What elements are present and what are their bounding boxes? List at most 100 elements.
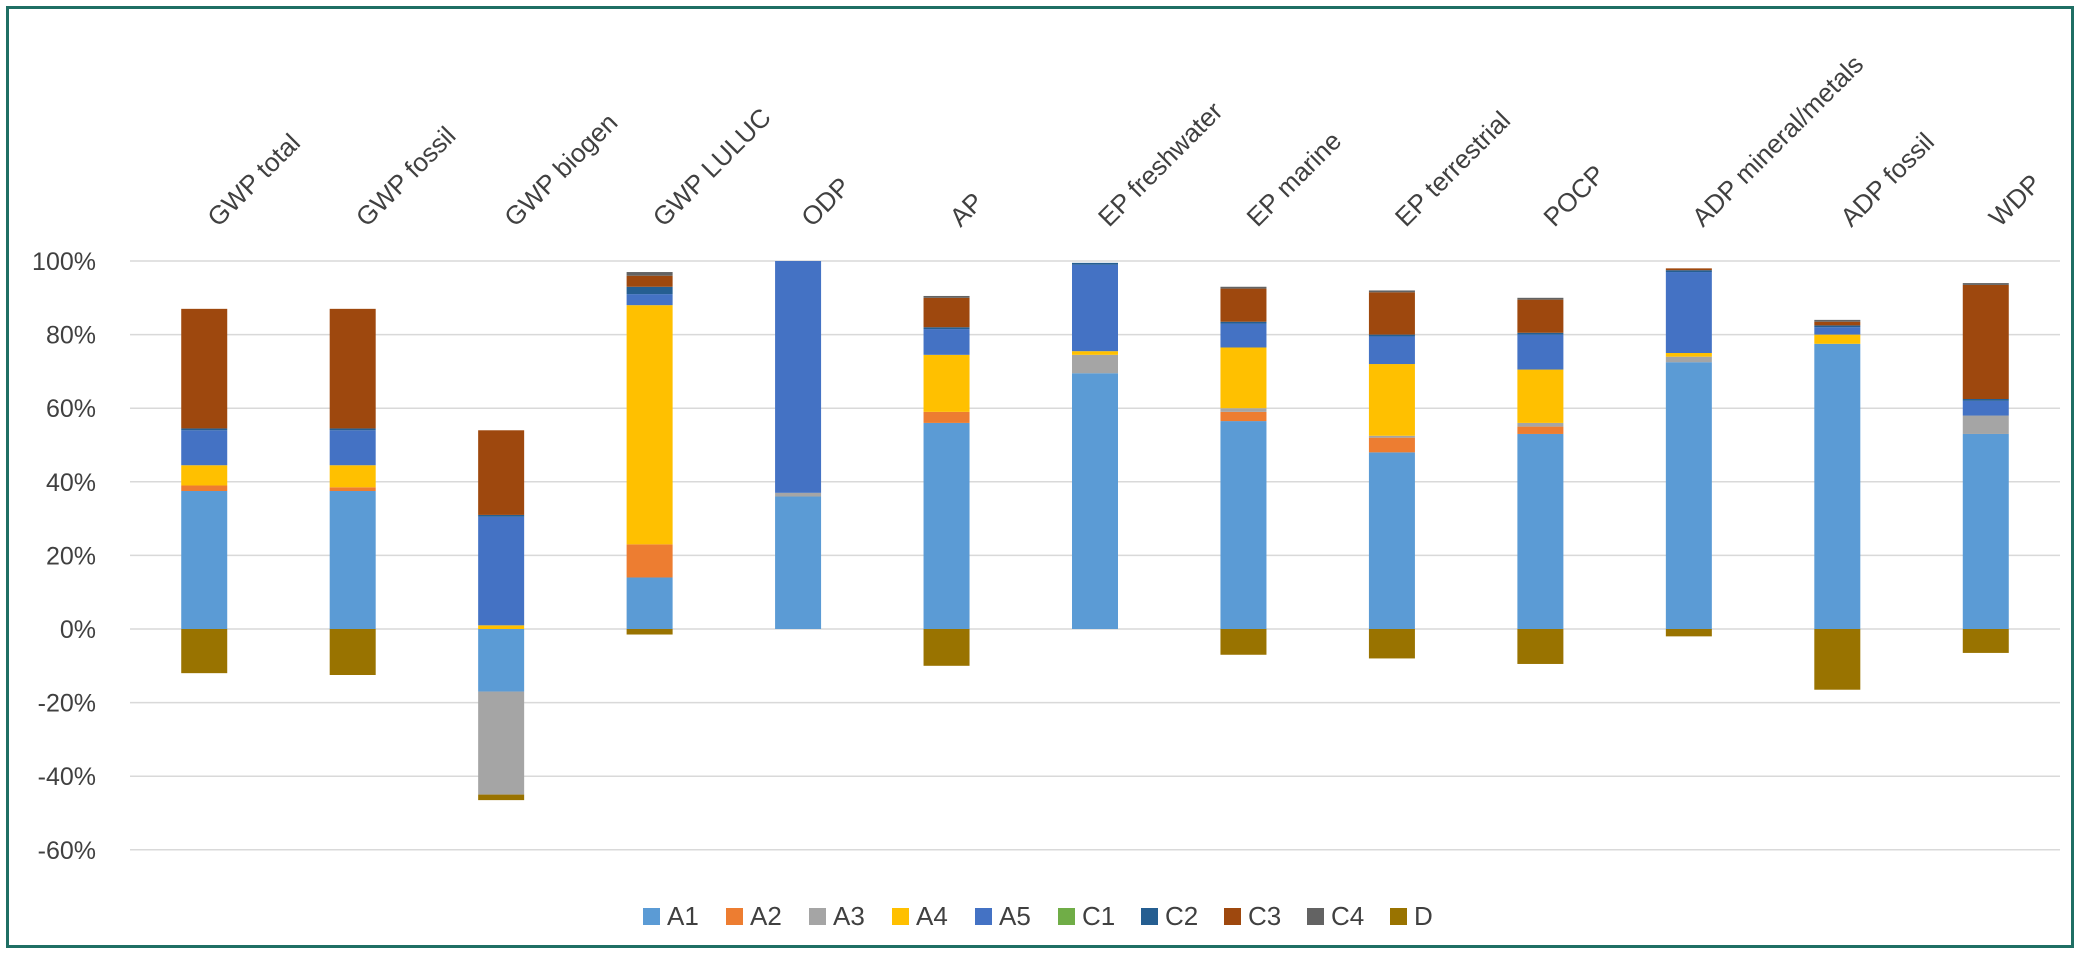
bar-segment-a5: [1220, 323, 1267, 348]
bar-segment-a1: [181, 491, 228, 629]
bar-segment-c2: [1072, 262, 1118, 265]
legend-swatch-c3: [1224, 908, 1241, 925]
bar-segment-c4: [626, 272, 673, 276]
bar-segment-d: [1220, 629, 1267, 655]
bar-segment-a4: [181, 465, 228, 486]
bar-segment-a2: [329, 487, 376, 491]
bar-segment-d: [923, 629, 970, 666]
category-label: GWP LULUC: [647, 102, 777, 232]
bar-segment-a2: [626, 544, 673, 578]
bar-segment-d: [1665, 629, 1712, 637]
category-labels: GWP total GWP fossil GWP biogen GWP LULUC OD…: [201, 49, 2047, 232]
bar-segment-d: [1814, 629, 1861, 690]
bar-segment-c2: [923, 327, 970, 330]
bar-segment-c2: [1665, 270, 1712, 273]
bar-segment-a4: [1665, 353, 1712, 357]
legend-label-a3: A3: [833, 901, 865, 931]
bar-segment-a4: [478, 625, 525, 629]
bar-segment-c4: [1814, 319, 1861, 322]
legend-swatch-c1: [1058, 908, 1075, 925]
bar-segment-a5: [1368, 336, 1415, 365]
bar-segment-a1: [478, 629, 525, 692]
bar-segment-a4: [329, 465, 376, 488]
bar-segment-a1: [626, 577, 673, 629]
bar-segment-c4: [1368, 290, 1415, 293]
category-label: ADP fossil: [1834, 127, 1940, 233]
bar-segment-a4: [626, 305, 673, 545]
bar-segment-a3: [1072, 354, 1118, 374]
bar-segment-c3: [1368, 292, 1415, 335]
bar-segment-a5: [329, 430, 376, 466]
bars: [181, 261, 2009, 801]
bar-segment-c3: [1220, 288, 1267, 322]
category-label: GWP total: [201, 128, 306, 233]
category-label: POCP: [1537, 159, 1610, 232]
bar-segment-d: [626, 629, 673, 635]
bar-segment-a3: [1517, 422, 1564, 427]
bar-segment-a2: [1368, 437, 1415, 453]
bar-segment-a2: [1517, 426, 1564, 434]
bar-segment-d: [1517, 629, 1564, 664]
y-tick-label: 40%: [46, 469, 96, 497]
bar-segment-c3: [923, 297, 970, 328]
bar-segment-a2: [181, 485, 228, 491]
y-tick-label: 20%: [46, 542, 96, 570]
category-label: ODP: [795, 171, 856, 232]
bar-segment-c3: [1665, 268, 1712, 271]
bar-segment-a3: [478, 691, 525, 795]
bar-segment-a3: [1220, 408, 1267, 412]
bar-segment-a5: [775, 261, 822, 493]
bar-segment-c3: [1814, 321, 1861, 326]
legend-swatch-a2: [726, 908, 743, 925]
bar-segment-c2: [1814, 325, 1861, 328]
bar-segment-a1: [1220, 421, 1267, 629]
bar-segment-d: [1368, 629, 1415, 659]
bar-segment-d: [329, 629, 376, 675]
legend-swatch-a4: [892, 908, 909, 925]
bar-segment-a5: [1814, 327, 1861, 335]
legend-label-c3: C3: [1248, 901, 1281, 931]
category-label: EP freshwater: [1092, 96, 1229, 233]
bar-segment-a4: [1072, 351, 1118, 355]
bar-segment-a3: [1962, 415, 2009, 434]
legend-swatch-c4: [1307, 908, 1324, 925]
bar-segment-a5: [1072, 264, 1118, 352]
bar-segment-c4: [1220, 286, 1267, 289]
bar-segment-a4: [1814, 334, 1861, 344]
legend-swatch-a1: [643, 908, 660, 925]
legend: A1 A2 A3 A4 A5 C1 C2 C3 C4 D: [643, 901, 1433, 931]
bar-segment-a3: [1368, 435, 1415, 438]
y-tick-label: -40%: [38, 763, 96, 791]
bar-segment-a1: [1665, 362, 1712, 629]
bar-segment-c2: [181, 428, 228, 431]
bar-segment-c3: [329, 308, 376, 429]
legend-swatch-a5: [975, 908, 992, 925]
category-label: WDP: [1983, 168, 2047, 232]
y-tick-label: 0%: [60, 616, 96, 644]
y-tick-label: 100%: [32, 248, 96, 276]
legend-label-c2: C2: [1165, 901, 1198, 931]
bar-segment-a3: [1665, 356, 1712, 363]
legend-label-d: D: [1414, 901, 1433, 931]
bar-segment-a5: [923, 329, 970, 355]
y-tick-label: 80%: [46, 322, 96, 350]
legend-label-a5: A5: [999, 901, 1031, 931]
category-label: GWP biogen: [498, 107, 623, 232]
bar-segment-a4: [1368, 364, 1415, 436]
bar-segment-c2: [1220, 321, 1267, 324]
bar-segment-c2: [1962, 399, 2009, 401]
bar-segment-a1: [1962, 433, 2009, 629]
bar-segment-a5: [1665, 272, 1712, 353]
bar-segment-c2: [1517, 332, 1564, 335]
bar-segment-a5: [1517, 334, 1564, 370]
y-tick-label: 60%: [46, 395, 96, 423]
bar-segment-a1: [1368, 452, 1415, 629]
bar-segment-c4: [1517, 297, 1564, 300]
legend-label-c1: C1: [1082, 901, 1115, 931]
bar-segment-a5: [478, 516, 525, 626]
category-label: GWP fossil: [350, 120, 462, 232]
bar-segment-c3: [1517, 299, 1564, 333]
y-tick-label: -60%: [38, 837, 96, 865]
legend-label-c4: C4: [1331, 901, 1364, 931]
